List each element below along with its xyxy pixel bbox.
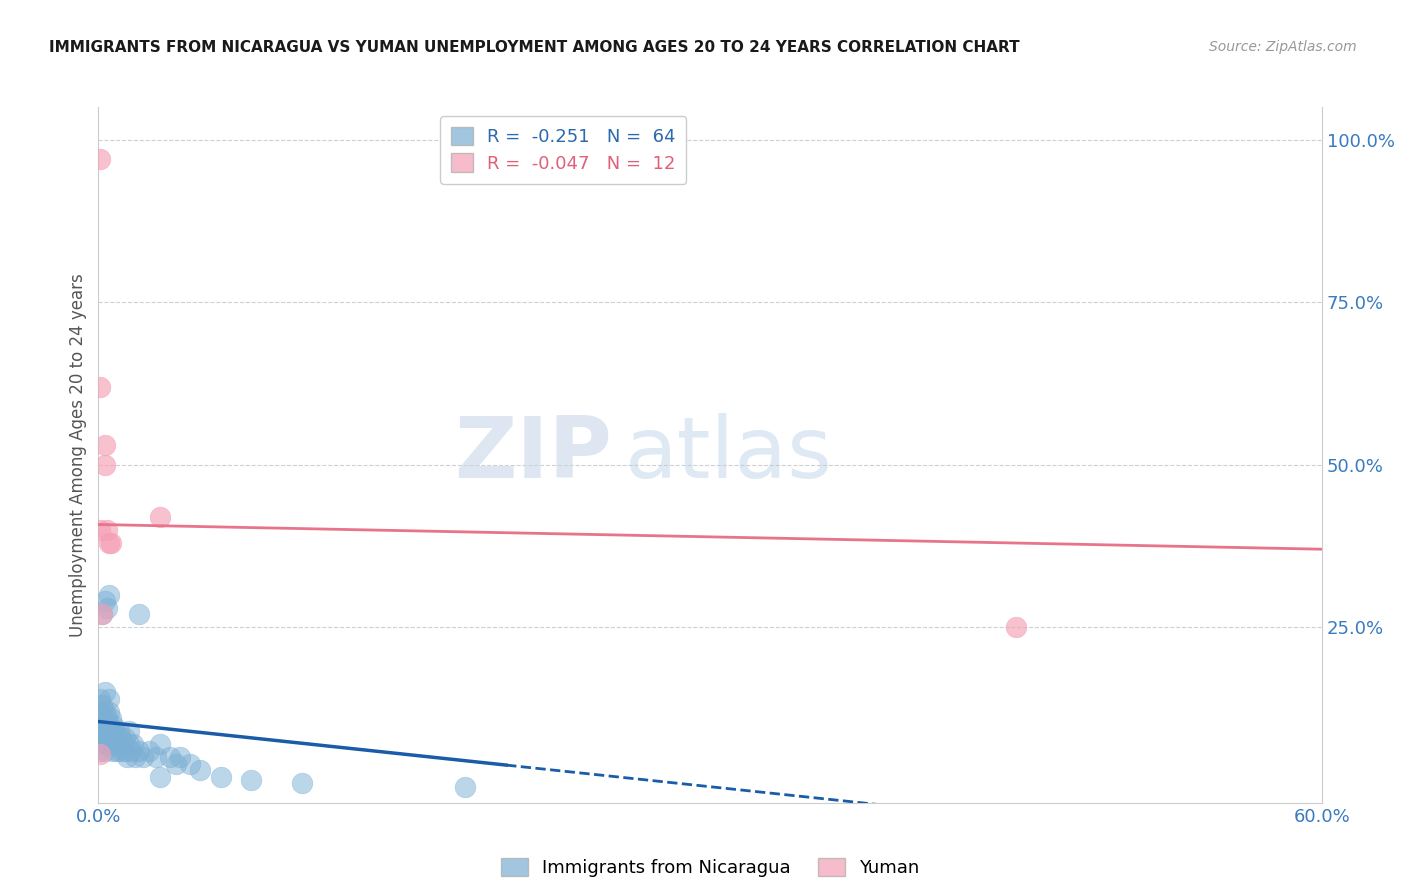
Legend: Immigrants from Nicaragua, Yuman: Immigrants from Nicaragua, Yuman — [494, 850, 927, 884]
Point — [120, 744, 142, 758]
Point — [97, 535, 120, 549]
Point — [240, 772, 263, 787]
Point — [91, 711, 114, 725]
Point — [138, 744, 160, 758]
Point — [108, 724, 131, 739]
Point — [91, 698, 114, 713]
Point — [96, 523, 118, 537]
Point — [89, 379, 111, 393]
Text: ZIP: ZIP — [454, 413, 612, 497]
Point — [93, 718, 115, 732]
Point — [89, 747, 111, 761]
Point — [110, 731, 132, 745]
Point — [101, 718, 124, 732]
Point — [93, 458, 115, 472]
Point — [100, 711, 122, 725]
Point — [91, 724, 114, 739]
Point — [111, 737, 134, 751]
Point — [93, 731, 115, 745]
Point — [291, 776, 314, 790]
Point — [96, 600, 118, 615]
Point — [93, 705, 115, 719]
Point — [104, 724, 127, 739]
Point — [93, 594, 115, 608]
Y-axis label: Unemployment Among Ages 20 to 24 years: Unemployment Among Ages 20 to 24 years — [69, 273, 87, 637]
Point — [105, 744, 128, 758]
Point — [89, 731, 111, 745]
Point — [149, 509, 172, 524]
Point — [169, 750, 191, 764]
Point — [91, 607, 114, 622]
Point — [118, 737, 141, 751]
Point — [97, 691, 120, 706]
Point — [128, 607, 150, 622]
Point — [108, 737, 131, 751]
Point — [209, 770, 232, 784]
Point — [100, 724, 122, 739]
Point — [132, 750, 155, 764]
Point — [89, 705, 111, 719]
Point — [96, 737, 118, 751]
Point — [89, 718, 111, 732]
Point — [101, 731, 124, 745]
Text: Source: ZipAtlas.com: Source: ZipAtlas.com — [1209, 40, 1357, 54]
Point — [149, 770, 172, 784]
Point — [1004, 620, 1026, 634]
Point — [114, 744, 136, 758]
Text: IMMIGRANTS FROM NICARAGUA VS YUMAN UNEMPLOYMENT AMONG AGES 20 TO 24 YEARS CORREL: IMMIGRANTS FROM NICARAGUA VS YUMAN UNEMP… — [49, 40, 1019, 55]
Point — [165, 756, 187, 771]
Point — [179, 756, 201, 771]
Point — [97, 731, 120, 745]
Point — [89, 523, 111, 537]
Point — [89, 744, 111, 758]
Point — [97, 705, 120, 719]
Point — [93, 685, 115, 699]
Point — [114, 731, 136, 745]
Point — [159, 750, 181, 764]
Point — [110, 744, 132, 758]
Point — [89, 152, 111, 166]
Point — [89, 691, 111, 706]
Point — [101, 744, 124, 758]
Point — [91, 607, 114, 622]
Point — [96, 724, 118, 739]
Point — [100, 737, 122, 751]
Point — [97, 718, 120, 732]
Point — [122, 737, 145, 751]
Point — [93, 744, 115, 758]
Point — [145, 750, 167, 764]
Point — [188, 764, 212, 778]
Point — [115, 750, 138, 764]
Point — [97, 588, 120, 602]
Point — [124, 750, 146, 764]
Point — [118, 724, 141, 739]
Point — [100, 535, 122, 549]
Point — [454, 780, 477, 794]
Point — [96, 711, 118, 725]
Point — [105, 731, 128, 745]
Text: atlas: atlas — [624, 413, 832, 497]
Point — [104, 737, 127, 751]
Point — [128, 744, 150, 758]
Point — [91, 737, 114, 751]
Point — [93, 438, 115, 452]
Point — [149, 737, 172, 751]
